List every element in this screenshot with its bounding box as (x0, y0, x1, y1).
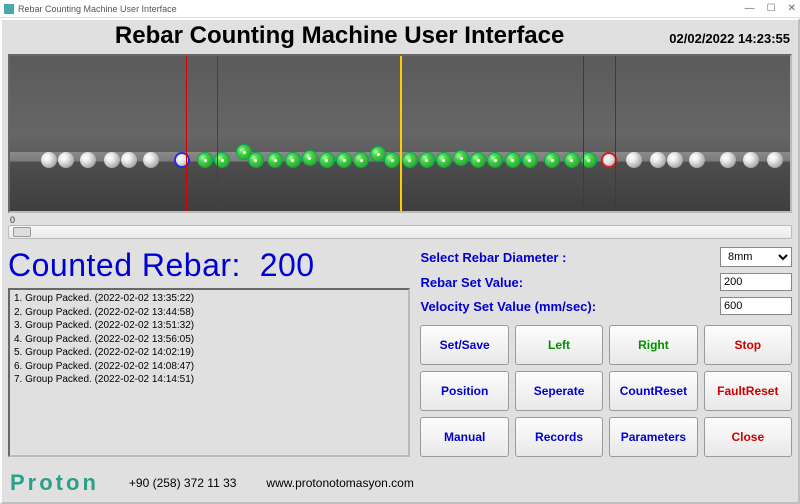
rebar-marker (336, 152, 352, 168)
rebar-marker (522, 152, 538, 168)
rebar-marker (121, 152, 137, 168)
window-titlebar: Rebar Counting Machine User Interface — … (0, 0, 800, 18)
window-title: Rebar Counting Machine User Interface (18, 4, 745, 14)
camera-panel (8, 54, 792, 213)
rebar-marker (419, 152, 435, 168)
setvalue-label: Rebar Set Value: (420, 275, 720, 290)
slider-value: 0 (8, 215, 792, 225)
velocity-input[interactable] (720, 297, 792, 315)
stop-button[interactable]: Stop (704, 325, 792, 365)
rebar-marker (470, 152, 486, 168)
rebar-marker (689, 152, 705, 168)
rebar-marker (767, 152, 783, 168)
rebar-marker (285, 152, 301, 168)
diameter-select[interactable]: 8mm (720, 247, 792, 267)
left-button[interactable]: Left (515, 325, 603, 365)
rebar-marker (248, 152, 264, 168)
rebar-marker (41, 152, 57, 168)
rebar-marker (302, 150, 318, 166)
rebar-marker (743, 152, 759, 168)
diameter-label: Select Rebar Diameter : (420, 250, 720, 265)
countreset-button[interactable]: CountReset (609, 371, 697, 411)
rebar-marker (104, 152, 120, 168)
datetime-label: 02/02/2022 14:23:55 (669, 31, 790, 46)
rebar-marker (544, 152, 560, 168)
footer-url: www.protonotomasyon.com (266, 476, 413, 490)
red-guideline (217, 56, 218, 211)
rebar-marker (58, 152, 74, 168)
footer-phone: +90 (258) 372 11 33 (129, 476, 237, 490)
window-minimize-icon[interactable]: — (745, 3, 755, 14)
log-line: 3. Group Packed. (2022-02-02 13:51:32) (14, 319, 404, 333)
log-line: 7. Group Packed. (2022-02-02 14:14:51) (14, 373, 404, 387)
blue-guideline (583, 56, 584, 211)
log-line: 2. Group Packed. (2022-02-02 13:44:58) (14, 306, 404, 320)
event-log[interactable]: 1. Group Packed. (2022-02-02 13:35:22)2.… (8, 288, 410, 457)
app-surface: Rebar Counting Machine User Interface 02… (0, 18, 800, 504)
seperate-button[interactable]: Seperate (515, 371, 603, 411)
footer: Proton +90 (258) 372 11 33 www.protonoto… (10, 470, 790, 496)
rebar-marker (267, 152, 283, 168)
rebar-marker (650, 152, 666, 168)
counted-value: 200 (260, 247, 315, 283)
log-line: 5. Group Packed. (2022-02-02 14:02:19) (14, 346, 404, 360)
records-button[interactable]: Records (515, 417, 603, 457)
counted-rebar-display: Counted Rebar: 200 (8, 247, 410, 284)
rebar-marker (319, 152, 335, 168)
log-line: 1. Group Packed. (2022-02-02 13:35:22) (14, 292, 404, 306)
rebar-marker (402, 152, 418, 168)
page-title: Rebar Counting Machine User Interface (10, 22, 669, 50)
position-button[interactable]: Position (420, 371, 508, 411)
rebar-marker (564, 152, 580, 168)
rebar-marker (505, 152, 521, 168)
rebar-marker (487, 152, 503, 168)
app-icon (4, 4, 14, 14)
counted-label: Counted Rebar: (8, 247, 241, 283)
rebar-marker (453, 150, 469, 166)
button-grid: Set/SaveLeftRightStop PositionSeperateCou… (420, 325, 792, 457)
camera-view (10, 56, 790, 211)
rebar-marker (667, 152, 683, 168)
blue-guideline (615, 56, 616, 211)
red-guideline (186, 56, 187, 211)
rebar-marker (436, 152, 452, 168)
close-button[interactable]: Close (704, 417, 792, 457)
rebar-marker (174, 152, 190, 168)
position-slider-area: 0 (8, 215, 792, 239)
brand-logo: Proton (10, 470, 99, 496)
setsave-button[interactable]: Set/Save (420, 325, 508, 365)
parameters-button[interactable]: Parameters (609, 417, 697, 457)
log-line: 4. Group Packed. (2022-02-02 13:56:05) (14, 333, 404, 347)
manual-button[interactable]: Manual (420, 417, 508, 457)
yellow-guideline (400, 56, 402, 211)
slider-thumb[interactable] (13, 227, 31, 237)
rebar-marker (626, 152, 642, 168)
velocity-label: Velocity Set Value (mm/sec): (420, 299, 720, 314)
rebar-marker (80, 152, 96, 168)
log-line: 6. Group Packed. (2022-02-02 14:08:47) (14, 360, 404, 374)
window-maximize-icon[interactable]: ☐ (767, 3, 776, 14)
rebar-marker (143, 152, 159, 168)
header: Rebar Counting Machine User Interface 02… (2, 20, 798, 54)
rebar-marker (197, 152, 213, 168)
faultreset-button[interactable]: FaultReset (704, 371, 792, 411)
rebar-marker (720, 152, 736, 168)
window-close-icon[interactable]: ✕ (788, 3, 796, 14)
rebar-marker (353, 152, 369, 168)
setvalue-input[interactable] (720, 273, 792, 291)
position-slider[interactable] (8, 225, 792, 239)
right-button[interactable]: Right (609, 325, 697, 365)
rebar-marker (384, 152, 400, 168)
